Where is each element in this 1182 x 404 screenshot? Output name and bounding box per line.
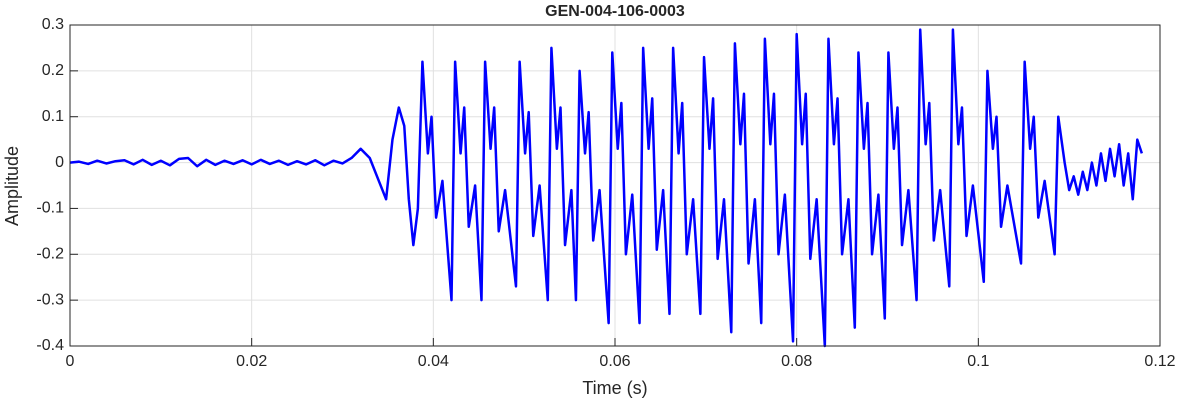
x-tick-label: 0: [66, 353, 75, 370]
y-tick-label: 0.3: [42, 16, 64, 33]
y-tick-label: -0.4: [36, 337, 64, 354]
chart-title: GEN-004-106-0003: [545, 3, 685, 20]
y-tick-label: -0.3: [36, 291, 64, 308]
x-tick-label: 0.02: [236, 353, 267, 370]
y-tick-label: 0.1: [42, 108, 64, 125]
x-tick-label: 0.08: [781, 353, 812, 370]
x-tick-label: 0.12: [1144, 353, 1175, 370]
plot-frame: [69, 24, 1161, 347]
x-tick-label: 0.04: [418, 353, 449, 370]
y-axis-label: Amplitude: [2, 146, 22, 226]
x-tick-label: 0.06: [599, 353, 630, 370]
y-tick-label: -0.2: [36, 246, 64, 263]
y-tick-label: 0.2: [42, 62, 64, 79]
y-tick-label: 0: [55, 154, 64, 171]
y-tick-label: -0.1: [36, 200, 64, 217]
x-axis-label: Time (s): [582, 378, 647, 398]
x-tick-label: 0.1: [967, 353, 989, 370]
waveform: [69, 28, 1144, 348]
